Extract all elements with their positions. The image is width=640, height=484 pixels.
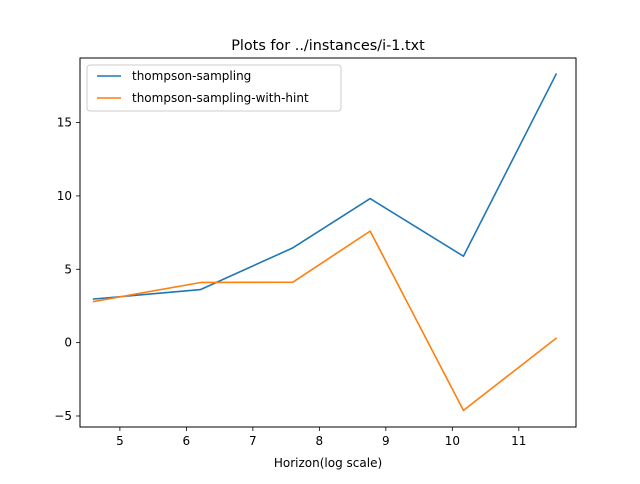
legend-label-thompson-sampling: thompson-sampling <box>132 69 251 83</box>
plot-area-frame <box>79 57 577 428</box>
x-tick-label-9: 9 <box>382 434 390 448</box>
x-axis-label: Horizon(log scale) <box>274 456 382 470</box>
x-axis-ticks: 5 6 7 8 9 10 11 <box>116 427 526 448</box>
legend-box <box>86 64 342 112</box>
y-axis-ticks: −5 0 5 10 15 <box>54 116 80 423</box>
y-tick-label-5: 5 <box>64 262 72 276</box>
y-tick-label-15: 15 <box>57 116 72 130</box>
x-tick-label-8: 8 <box>316 434 324 448</box>
y-tick-label-10: 10 <box>57 189 72 203</box>
x-tick-label-10: 10 <box>445 434 460 448</box>
x-tick-label-11: 11 <box>511 434 526 448</box>
legend: thompson-sampling thompson-sampling-with… <box>86 64 342 112</box>
legend-label-thompson-sampling-with-hint: thompson-sampling-with-hint <box>132 91 309 105</box>
series-layer <box>92 73 558 412</box>
series-line-thompson-sampling-with-hint <box>92 230 558 412</box>
y-tick-label--5: −5 <box>54 409 72 423</box>
series-line-thompson-sampling <box>92 73 558 300</box>
x-tick-label-6: 6 <box>183 434 191 448</box>
chart-title: Plots for ../instances/i-1.txt <box>231 38 425 54</box>
x-tick-label-5: 5 <box>116 434 124 448</box>
x-tick-label-7: 7 <box>249 434 257 448</box>
y-tick-label-0: 0 <box>64 336 72 350</box>
